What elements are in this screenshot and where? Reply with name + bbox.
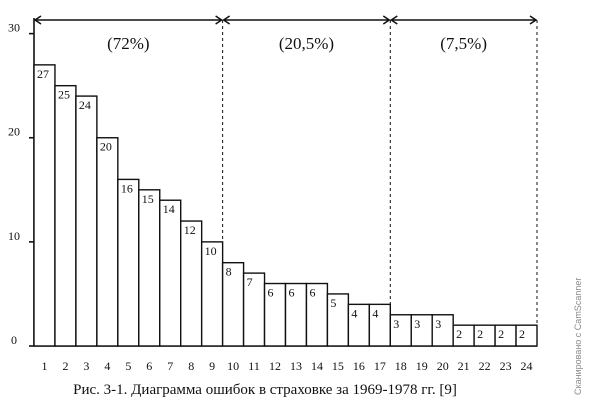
bar [33, 64, 56, 347]
arrow-head-right [529, 15, 538, 25]
bar [515, 324, 538, 347]
bar-value-label: 6 [289, 286, 295, 300]
bar-value-label: 16 [121, 181, 133, 195]
chart-x-ticks: 1 2 3 4 5 6 7 8 9 10 11 12 13 14 15 16 17 18 19 20 21 22 23 24 [41, 359, 532, 373]
bar-value-label: 4 [372, 306, 378, 320]
x-tick-label: 23 [500, 359, 512, 373]
bar-value-label: 5 [330, 296, 336, 310]
bar [75, 95, 98, 347]
x-tick-label: 15 [332, 359, 344, 373]
bar [159, 199, 182, 347]
x-tick-label: 10 [227, 359, 239, 373]
group-percentage-label: (7,5%) [440, 34, 487, 53]
bar-value-label: 27 [37, 67, 49, 81]
bar-value-label: 2 [477, 327, 483, 341]
x-tick-label: 18 [395, 359, 407, 373]
x-tick-label: 12 [269, 359, 281, 373]
y-tick-label: 10 [8, 229, 20, 243]
x-tick-label: 4 [104, 359, 110, 373]
x-tick-label: 3 [83, 359, 89, 373]
arrow-head-right [382, 15, 391, 25]
bar [54, 84, 77, 347]
arrow-head-left [222, 15, 231, 25]
bar-value-label: 3 [414, 317, 420, 331]
bar-value-label: 15 [142, 192, 154, 206]
arrow-head-left [33, 15, 42, 25]
chart-title: Рис. 3-1. Диаграмма ошибок в страховке з… [73, 382, 457, 398]
x-tick-label: 13 [290, 359, 302, 373]
bar-value-label: 20 [100, 140, 112, 154]
scanner-watermark: Сканировано с CamScanner [573, 277, 583, 395]
x-tick-label: 21 [458, 359, 470, 373]
arrow-head-right [215, 15, 223, 25]
x-tick-label: 22 [479, 359, 491, 373]
bar-value-label: 4 [351, 306, 357, 320]
x-tick-label: 14 [311, 359, 323, 373]
x-tick-label: 6 [146, 359, 152, 373]
arrow-head-left [389, 15, 398, 25]
bar-value-label: 12 [184, 223, 196, 237]
bar-value-label: 7 [247, 275, 253, 289]
chart-groups: (72%) (20,5%) (7,5%) [33, 15, 538, 326]
chart-y-ticks: 0 10 20 30 [8, 21, 34, 347]
x-tick-label: 7 [167, 359, 173, 373]
bar-value-label: 2 [498, 327, 504, 341]
x-tick-label: 16 [353, 359, 365, 373]
x-tick-label: 11 [248, 359, 260, 373]
x-tick-label: 19 [416, 359, 428, 373]
bar-value-label: 25 [58, 88, 70, 102]
bar-value-label: 10 [205, 244, 217, 258]
bar-value-label: 3 [435, 317, 441, 331]
bar-value-label: 8 [226, 265, 232, 279]
x-tick-label: 20 [437, 359, 449, 373]
group-percentage-label: (20,5%) [279, 34, 334, 53]
y-tick-label: 20 [8, 125, 20, 139]
bar [138, 189, 161, 347]
bar-value-label: 14 [163, 202, 175, 216]
bar-value-label: 6 [268, 286, 274, 300]
group-percentage-label: (72%) [107, 34, 149, 53]
x-tick-label: 5 [125, 359, 131, 373]
x-tick-label: 1 [41, 359, 47, 373]
x-tick-label: 2 [62, 359, 68, 373]
x-tick-label: 9 [209, 359, 215, 373]
bar [96, 137, 119, 347]
x-tick-label: 24 [521, 359, 533, 373]
bar-value-label: 24 [79, 98, 91, 112]
y-tick-label: 0 [11, 333, 17, 347]
y-tick-label: 30 [8, 21, 20, 35]
x-tick-label: 17 [374, 359, 386, 373]
x-tick-label: 8 [188, 359, 194, 373]
bar [180, 220, 203, 347]
bar-value-label: 6 [309, 286, 315, 300]
chart-bars [33, 64, 538, 347]
bar [117, 178, 140, 347]
bar-value-label: 3 [393, 317, 399, 331]
bar-value-label: 2 [456, 327, 462, 341]
bar-value-label: 2 [519, 327, 525, 341]
